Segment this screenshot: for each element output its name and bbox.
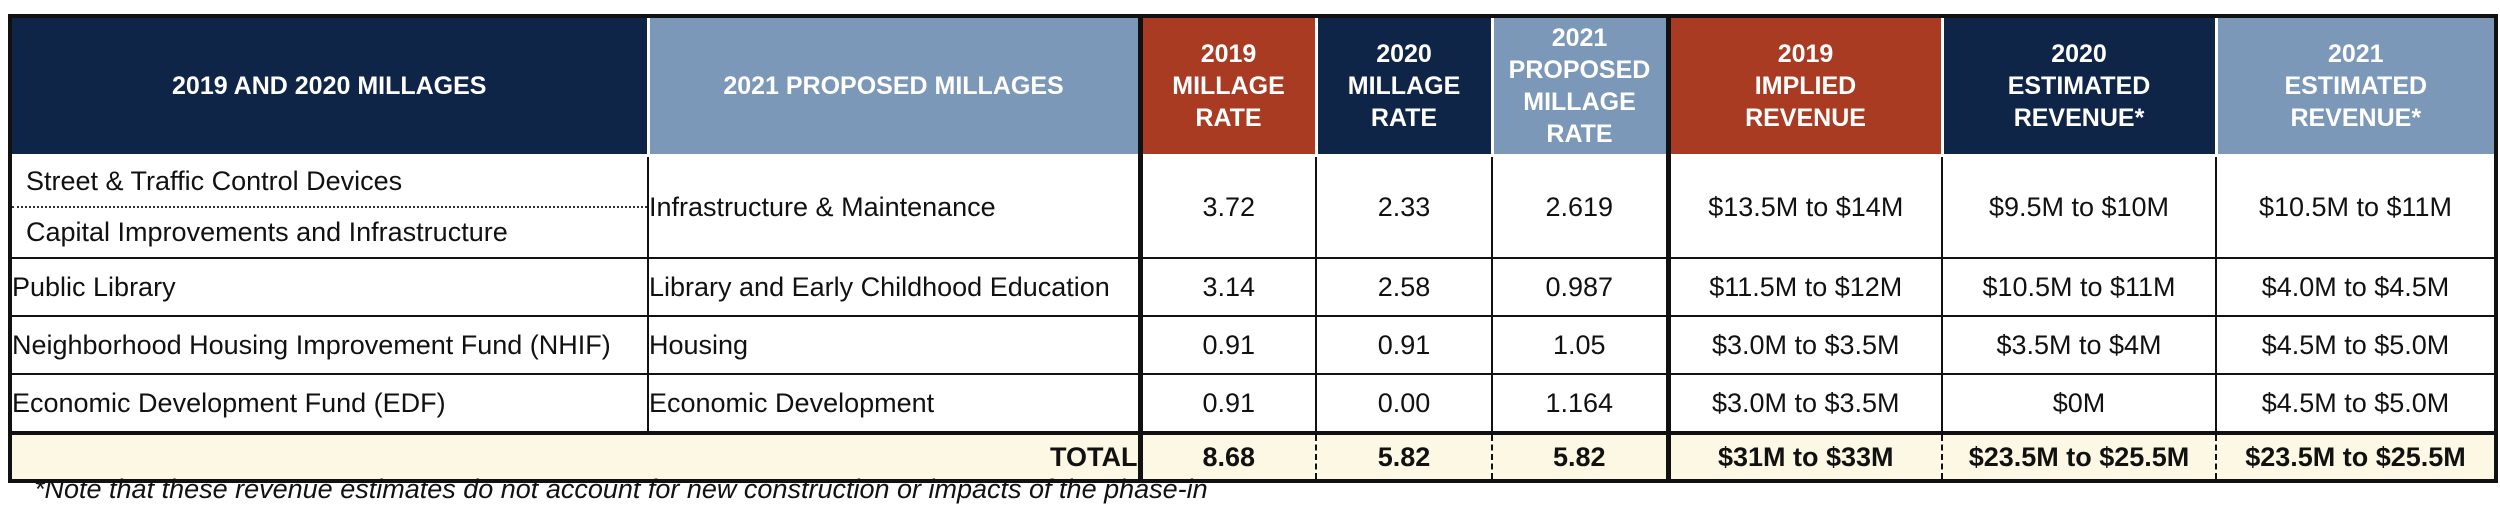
header-2019-millage-rate: 2019 MILLAGE RATE (1137, 14, 1318, 157)
total-revenue-2021: $23.5M to $25.5M (2215, 431, 2498, 483)
revenue-2020: $10.5M to $11M (1941, 257, 2217, 317)
rate-2021: 2.619 (1491, 154, 1669, 259)
revenue-2021: $4.0M to $4.5M (2215, 257, 2498, 317)
total-row: TOTAL 8.68 5.82 5.82 $31M to $33M $23.5M… (8, 431, 2498, 483)
millage-name-cell: Street & Traffic Control Devices Capital… (8, 154, 649, 259)
revenue-2020: $3.5M to $4M (1941, 315, 2217, 375)
revenue-2021: $4.5M to $5.0M (2215, 315, 2498, 375)
total-revenue-2020: $23.5M to $25.5M (1941, 431, 2216, 483)
header-2019-implied-revenue: 2019 IMPLIED REVENUE (1665, 14, 1944, 157)
millage-name: Capital Improvements and Infrastructure (26, 217, 508, 247)
millage-name: Economic Development Fund (EDF) (8, 373, 649, 434)
header-2019-2020-millages: 2019 AND 2020 MILLAGES (8, 14, 650, 157)
revenue-2019: $3.0M to $3.5M (1665, 315, 1943, 375)
proposed-millage-name: Infrastructure & Maintenance (647, 154, 1141, 259)
header-2021-proposed-millages: 2021 PROPOSED MILLAGES (646, 14, 1142, 157)
revenue-2019: $13.5M to $14M (1665, 154, 1943, 259)
total-rate-2020: 5.82 (1315, 431, 1492, 483)
revenue-2021: $10.5M to $11M (2215, 154, 2498, 259)
rate-2020: 0.00 (1315, 373, 1493, 434)
rate-2019: 0.91 (1137, 315, 1317, 375)
total-rate-2021: 5.82 (1491, 431, 1668, 483)
millage-table: 2019 AND 2020 MILLAGES 2021 PROPOSED MIL… (8, 14, 2498, 483)
rate-2019: 0.91 (1137, 373, 1317, 434)
rate-2019: 3.72 (1137, 154, 1317, 259)
total-revenue-2019: $31M to $33M (1665, 431, 1942, 483)
millage-name: Neighborhood Housing Improvement Fund (N… (8, 315, 649, 375)
revenue-2019: $11.5M to $12M (1665, 257, 1943, 317)
header-row: 2019 AND 2020 MILLAGES 2021 PROPOSED MIL… (8, 14, 2498, 157)
header-2020-estimated-revenue: 2020 ESTIMATED REVENUE* (1940, 14, 2218, 157)
header-2020-millage-rate: 2020 MILLAGE RATE (1314, 14, 1494, 157)
rate-2019: 3.14 (1137, 257, 1317, 317)
revenue-2021: $4.5M to $5.0M (2215, 373, 2498, 434)
rate-2021: 1.05 (1491, 315, 1669, 375)
header-2021-proposed-millage-rate: 2021 PROPOSED MILLAGE RATE (1490, 14, 1670, 157)
revenue-2019: $3.0M to $3.5M (1665, 373, 1943, 434)
table-row: Public Library Library and Early Childho… (8, 257, 2498, 317)
proposed-millage-name: Housing (647, 315, 1141, 375)
table-row: Neighborhood Housing Improvement Fund (N… (8, 315, 2498, 375)
rate-2021: 0.987 (1491, 257, 1669, 317)
proposed-millage-name: Economic Development (647, 373, 1141, 434)
rate-2020: 2.33 (1315, 154, 1493, 259)
rate-2020: 2.58 (1315, 257, 1493, 317)
header-2021-estimated-revenue: 2021 ESTIMATED REVENUE* (2214, 14, 2498, 157)
revenue-2020: $9.5M to $10M (1941, 154, 2217, 259)
rate-2020: 0.91 (1315, 315, 1493, 375)
table-row: Economic Development Fund (EDF) Economic… (8, 373, 2498, 434)
table-row: Street & Traffic Control Devices Capital… (8, 154, 2498, 259)
millage-name: Street & Traffic Control Devices (14, 157, 646, 208)
rate-2021: 1.164 (1491, 373, 1669, 434)
total-rate-2019: 8.68 (1137, 431, 1316, 483)
proposed-millage-name: Library and Early Childhood Education (647, 257, 1141, 317)
revenue-2020: $0M (1941, 373, 2217, 434)
footnote: *Note that these revenue estimates do no… (34, 474, 1208, 504)
total-label: TOTAL (8, 431, 1140, 483)
millage-name: Public Library (8, 257, 649, 317)
